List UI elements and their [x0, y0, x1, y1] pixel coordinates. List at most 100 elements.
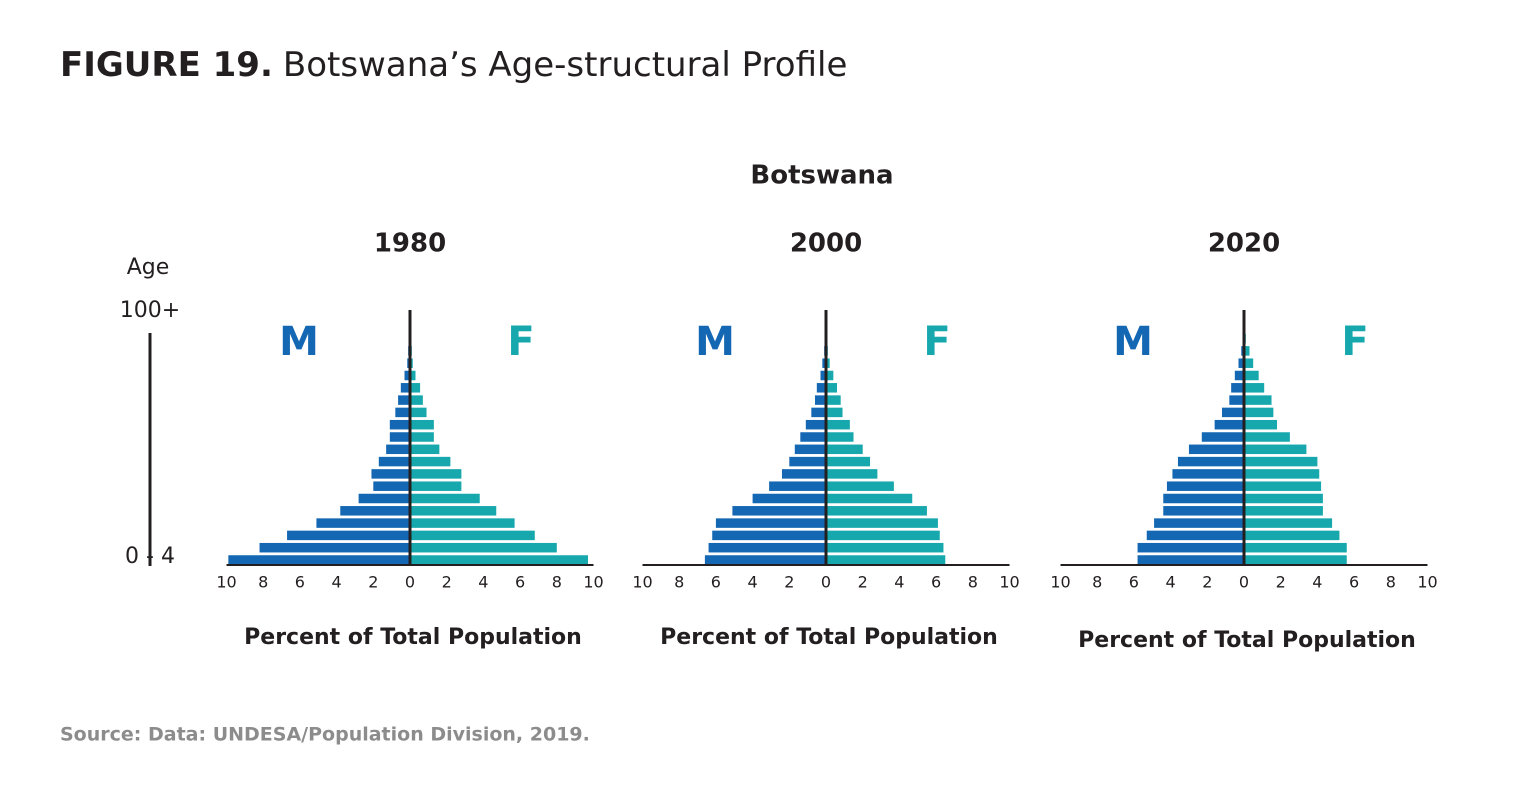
bar — [732, 506, 826, 516]
bar — [389, 419, 410, 430]
bar — [826, 518, 938, 528]
bar — [410, 469, 462, 479]
chart-suptitle: Botswana — [750, 161, 893, 191]
x-tick-label: 6 — [711, 573, 721, 592]
bar — [1229, 395, 1244, 405]
bar — [378, 456, 410, 467]
bar — [1201, 432, 1244, 442]
bar — [820, 370, 826, 381]
bar — [410, 530, 535, 541]
bar — [316, 518, 410, 528]
bar — [800, 432, 826, 442]
bar — [811, 407, 826, 418]
bar — [1244, 493, 1323, 504]
panel-title: 2000 — [790, 229, 862, 259]
bar — [1146, 530, 1244, 541]
bar — [410, 542, 557, 553]
x-tick-label: 4 — [1312, 573, 1322, 592]
source-note: Source: Data: UNDESA/Population Division… — [60, 724, 590, 746]
bar — [1244, 518, 1333, 528]
bar — [712, 530, 826, 541]
bar — [1244, 383, 1265, 393]
panel-title: 2020 — [1208, 229, 1280, 259]
bar — [395, 407, 410, 418]
x-tick-label: 2 — [858, 573, 868, 592]
x-tick-label: 0 — [1239, 573, 1249, 592]
bar — [826, 444, 863, 455]
bar — [1177, 456, 1244, 467]
bar — [826, 506, 927, 516]
bar — [340, 506, 410, 516]
bar — [715, 518, 826, 528]
bar — [826, 383, 838, 393]
bar — [400, 383, 410, 393]
bar — [1188, 444, 1244, 455]
bar — [1166, 481, 1244, 491]
bar — [704, 555, 826, 565]
legend-label: M — [695, 319, 735, 365]
bar — [1244, 530, 1340, 541]
bar — [826, 542, 944, 553]
bar — [410, 407, 427, 418]
bar — [1244, 358, 1254, 368]
bar — [826, 407, 843, 418]
bar — [826, 432, 854, 442]
bar — [404, 370, 410, 381]
bar — [373, 481, 410, 491]
x-tick-label: 2 — [1202, 573, 1212, 592]
bar — [1214, 419, 1244, 430]
bar — [826, 481, 894, 491]
bar — [826, 370, 834, 381]
legend-label: F — [1341, 319, 1368, 365]
bar — [1244, 395, 1272, 405]
x-tick-label: 8 — [674, 573, 684, 592]
legend-label: M — [1113, 319, 1153, 365]
y-axis-label: Age — [127, 255, 170, 280]
x-tick-label: 0 — [821, 573, 831, 592]
x-tick-label: 2 — [1276, 573, 1286, 592]
bar — [1231, 383, 1244, 393]
y-tick-label: 0 - 4 — [125, 544, 175, 569]
bar — [826, 419, 850, 430]
bar — [1163, 506, 1244, 516]
bar — [752, 493, 826, 504]
bar — [1238, 358, 1244, 368]
bar — [371, 469, 410, 479]
bar — [1244, 346, 1250, 356]
x-axis-label: Percent of Total Population — [1078, 628, 1416, 653]
figure-title: Botswana’s Age-structural Profile — [283, 45, 848, 85]
x-tick-label: 0 — [405, 573, 415, 592]
bar — [410, 444, 440, 455]
bar — [708, 542, 826, 553]
figure-header: FIGURE 19. Botswana’s Age-structural Prof… — [60, 45, 847, 85]
bar — [398, 395, 410, 405]
legend-label: F — [923, 319, 950, 365]
bar — [805, 419, 826, 430]
x-tick-label: 8 — [552, 573, 562, 592]
x-tick-label: 10 — [1050, 573, 1070, 592]
bar — [389, 432, 410, 442]
bar — [1244, 506, 1323, 516]
bar — [1244, 469, 1320, 479]
bar — [826, 530, 940, 541]
bar — [1244, 419, 1278, 430]
bar — [826, 493, 913, 504]
bar — [826, 358, 830, 368]
bar — [814, 395, 826, 405]
x-tick-label: 4 — [894, 573, 904, 592]
x-tick-label: 10 — [1417, 573, 1437, 592]
bar — [287, 530, 410, 541]
bar — [789, 456, 826, 467]
x-tick-label: 10 — [632, 573, 652, 592]
bar — [1137, 555, 1244, 565]
x-tick-label: 6 — [1349, 573, 1359, 592]
x-tick-label: 2 — [784, 573, 794, 592]
bar — [410, 370, 416, 381]
bar — [1163, 493, 1244, 504]
bar — [259, 542, 410, 553]
bar — [410, 518, 515, 528]
bar — [228, 555, 410, 565]
x-tick-label: 4 — [478, 573, 488, 592]
x-tick-label: 8 — [968, 573, 978, 592]
